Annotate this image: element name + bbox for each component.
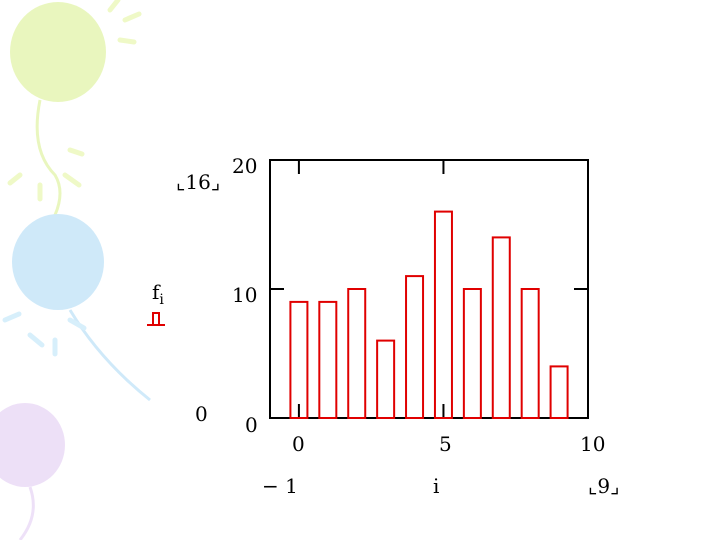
y-range-max: ⌞16⌟ bbox=[176, 170, 221, 194]
bar bbox=[405, 275, 425, 419]
yellow-balloon-icon bbox=[10, 2, 106, 102]
blue-balloon-icon bbox=[12, 214, 104, 310]
x-tick-label: 0 bbox=[292, 432, 305, 456]
plot-frame bbox=[269, 159, 589, 419]
bar bbox=[318, 300, 338, 419]
x-axis-label: i bbox=[433, 474, 440, 498]
bar bbox=[520, 288, 540, 419]
x-tick-label: 5 bbox=[439, 432, 452, 456]
x-tick-label: 10 bbox=[580, 432, 606, 456]
bar bbox=[289, 300, 309, 419]
bar bbox=[462, 288, 482, 419]
x-range-max: ⌞9⌟ bbox=[588, 474, 620, 498]
y-tick-label: 10 bbox=[232, 283, 258, 307]
purple-balloon-icon bbox=[0, 403, 65, 487]
y-range-min: 0 bbox=[195, 402, 208, 426]
y-axis-label: fi bbox=[152, 280, 164, 308]
bar bbox=[376, 339, 396, 420]
bar bbox=[433, 210, 453, 419]
bar bbox=[347, 288, 367, 419]
x-range-min: − 1 bbox=[262, 474, 298, 498]
legend-bar-icon bbox=[147, 312, 165, 326]
y-tick-label: 20 bbox=[232, 154, 258, 178]
bar-series bbox=[289, 210, 569, 420]
bar bbox=[491, 236, 511, 419]
axis-ticks bbox=[270, 159, 589, 419]
y-tick-label: 0 bbox=[245, 413, 258, 437]
bar bbox=[549, 365, 569, 419]
